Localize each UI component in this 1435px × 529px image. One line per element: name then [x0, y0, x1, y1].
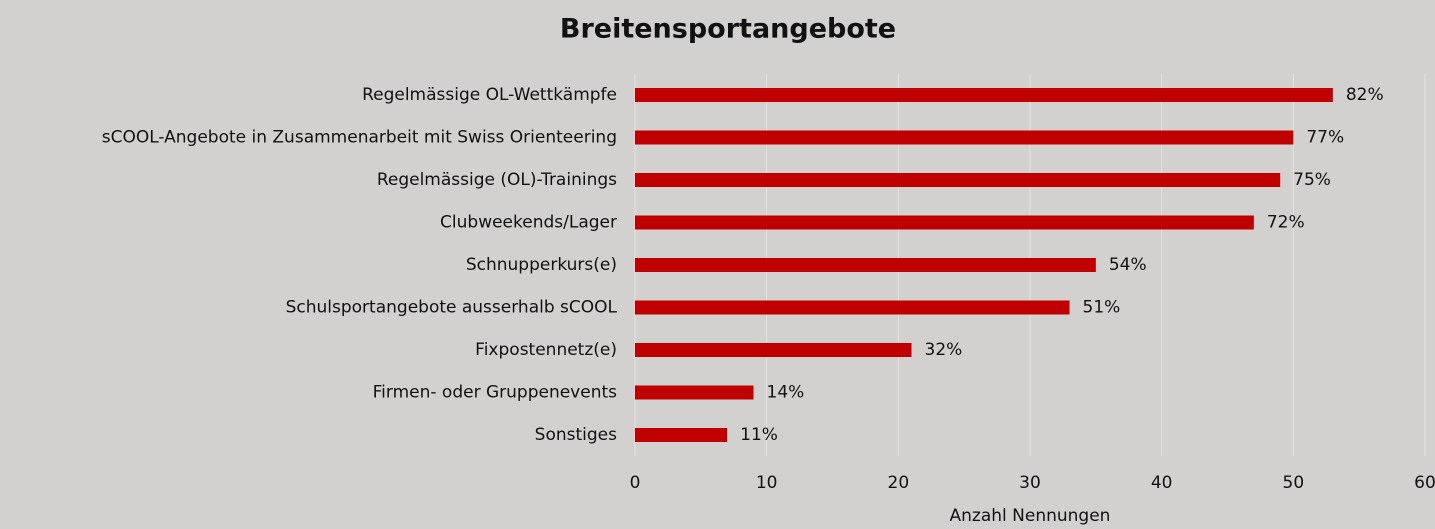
x-tick-label: 10 [756, 473, 778, 493]
data-label: 14% [767, 383, 805, 403]
x-tick-label: 20 [888, 473, 910, 493]
bar [635, 130, 1294, 145]
y-tick-label: Schulsportangebote ausserhalb sCOOL [286, 298, 618, 318]
data-label: 54% [1109, 255, 1147, 275]
y-tick-label: Regelmässige (OL)-Trainings [377, 170, 617, 190]
bar [635, 258, 1096, 272]
y-tick-label: Firmen- oder Gruppenevents [373, 383, 618, 403]
data-label: 72% [1267, 213, 1305, 233]
x-tick-label: 60 [1414, 473, 1435, 493]
x-axis-label: Anzahl Nennungen [950, 506, 1111, 526]
bar [635, 215, 1254, 230]
x-tick-label: 50 [1283, 473, 1305, 493]
y-tick-label: Regelmässige OL-Wettkämpfe [362, 85, 617, 105]
bar [635, 428, 728, 442]
y-tick-label: sCOOL-Angebote in Zusammenarbeit mit Swi… [102, 128, 617, 148]
y-tick-label: Schnupperkurs(e) [466, 255, 617, 275]
y-tick-label: Sonstiges [535, 425, 617, 445]
x-tick-label: 0 [630, 473, 641, 493]
data-label: 75% [1293, 170, 1331, 190]
bar [635, 88, 1333, 102]
x-tick-label: 40 [1151, 473, 1173, 493]
y-tick-label: Fixpostennetz(e) [475, 340, 617, 360]
chart-title: Breitensportangebote [560, 14, 896, 45]
data-label: 77% [1306, 128, 1344, 148]
data-label: 32% [925, 340, 963, 360]
bar [635, 300, 1070, 315]
data-label: 82% [1346, 85, 1384, 105]
data-label: 11% [740, 425, 778, 445]
bar [635, 385, 754, 400]
data-label: 51% [1083, 298, 1121, 318]
bar [635, 343, 912, 357]
bar [635, 173, 1281, 187]
x-tick-label: 30 [1019, 473, 1041, 493]
y-tick-label: Clubweekends/Lager [440, 213, 617, 233]
